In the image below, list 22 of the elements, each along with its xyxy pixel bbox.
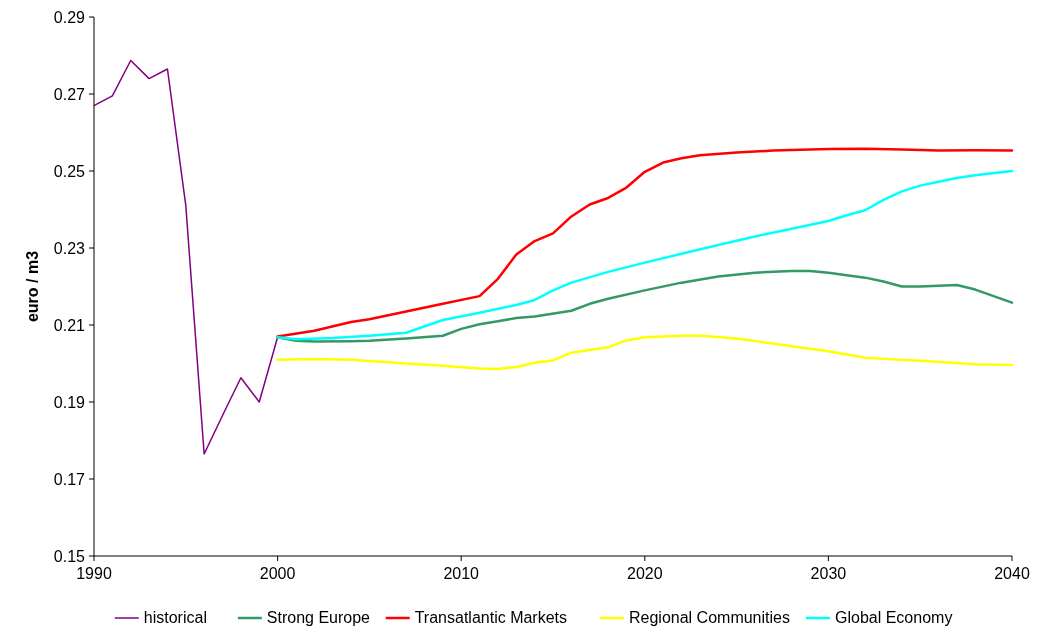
legend-label: historical (143, 609, 207, 626)
legend-label: Global Economy (835, 609, 953, 626)
y-tick-label: 0.19 (53, 393, 86, 411)
x-tick-label: 1990 (76, 565, 112, 582)
y-tick-label: 0.15 (53, 547, 86, 565)
legend-label: Strong Europe (266, 609, 371, 626)
legend-label: Transatlantic Markets (414, 609, 568, 626)
y-axis-title: euro / m3 (24, 250, 41, 323)
y-tick-label: 0.23 (53, 239, 86, 257)
line-series (276, 334, 1014, 371)
x-tick-label: 2000 (259, 565, 296, 582)
y-tick-label: 0.25 (53, 162, 86, 180)
x-tick-label: 2040 (994, 565, 1030, 582)
x-tick-label: 2020 (627, 565, 663, 582)
legend-label: Regional Communities (629, 609, 790, 626)
y-tick-label: 0.17 (53, 470, 86, 488)
y-tick-label: 0.27 (53, 85, 86, 103)
y-tick-label: 0.29 (53, 8, 86, 26)
line-series (93, 59, 279, 455)
x-tick-label: 2010 (443, 565, 480, 582)
x-tick-label: 2030 (810, 565, 847, 582)
y-tick-label: 0.21 (53, 316, 86, 334)
